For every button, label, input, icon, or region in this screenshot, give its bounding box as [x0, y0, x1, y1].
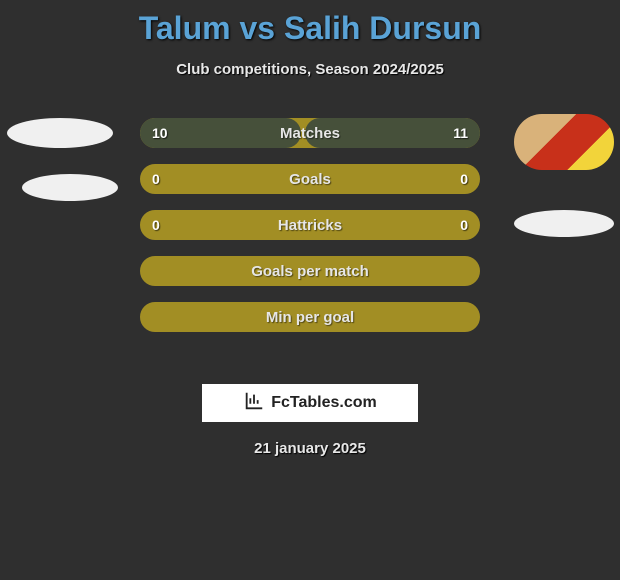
- stat-label: Matches: [142, 120, 478, 146]
- branding-text: FcTables.com: [271, 394, 377, 412]
- stat-row: 1011Matches: [140, 118, 480, 148]
- stat-row: 00Hattricks: [140, 210, 480, 240]
- stats-area: 1011Matches 00Goals 00Hattricks Goals per m…: [0, 118, 620, 378]
- stat-row: Goals per match: [140, 256, 480, 286]
- avatar-player2-a: [514, 114, 614, 170]
- page-title: Talum vs Salih Dursun: [0, 0, 620, 47]
- page-subtitle: Club competitions, Season 2024/2025: [0, 61, 620, 78]
- stat-row: Min per goal: [140, 302, 480, 332]
- branding-badge: FcTables.com: [202, 384, 418, 422]
- stat-label: Hattricks: [142, 212, 478, 238]
- stat-label: Goals per match: [142, 258, 478, 284]
- stat-label: Min per goal: [142, 304, 478, 330]
- stat-row: 00Goals: [140, 164, 480, 194]
- avatar-player1-b: [22, 174, 118, 201]
- stat-rows: 1011Matches 00Goals 00Hattricks Goals per m…: [140, 118, 480, 348]
- avatar-player2-b: [514, 210, 614, 237]
- chart-icon: [243, 390, 265, 417]
- stat-label: Goals: [142, 166, 478, 192]
- avatar-player1-a: [7, 118, 113, 148]
- date-label: 21 january 2025: [0, 440, 620, 457]
